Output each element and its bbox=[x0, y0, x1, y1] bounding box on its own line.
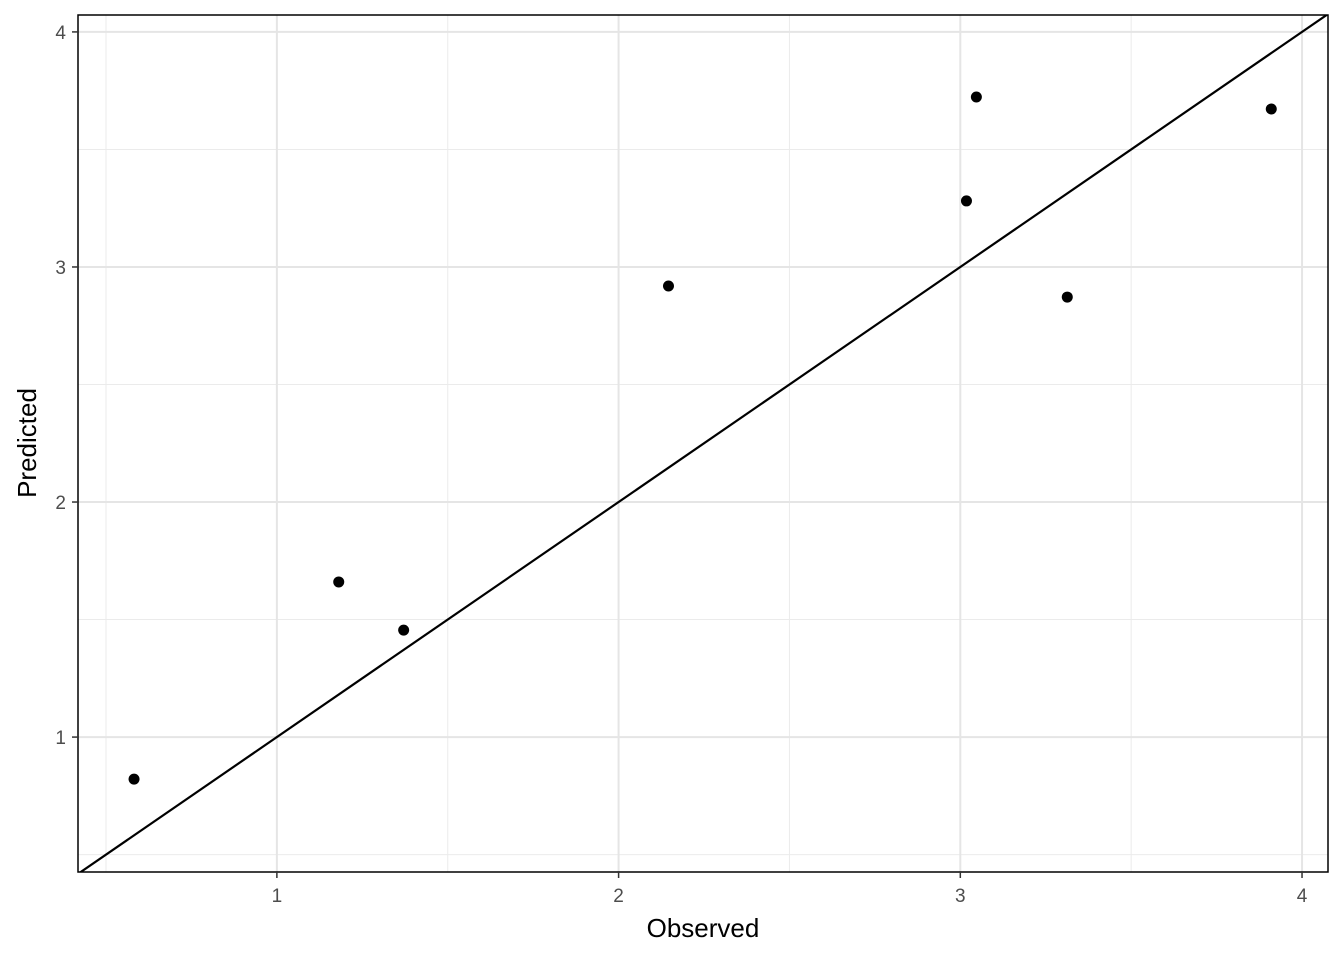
y-tick-label: 4 bbox=[55, 23, 66, 44]
plot-area bbox=[78, 15, 1328, 872]
x-tick-label: 1 bbox=[272, 886, 283, 907]
reference-line bbox=[78, 15, 1328, 872]
y-tick-label: 1 bbox=[55, 728, 66, 749]
x-tick-label: 3 bbox=[955, 886, 966, 907]
point bbox=[398, 624, 410, 636]
y-tick-label: 3 bbox=[55, 258, 66, 279]
point bbox=[1061, 291, 1073, 303]
x-axis-title: Observed bbox=[647, 913, 760, 943]
x-tick-label: 2 bbox=[613, 886, 624, 907]
x-tick-label: 4 bbox=[1297, 886, 1308, 907]
panel-border bbox=[77, 14, 1329, 873]
y-tick-label: 2 bbox=[55, 493, 66, 514]
point bbox=[970, 91, 982, 103]
point bbox=[333, 576, 345, 588]
grid bbox=[78, 15, 1328, 872]
y-axis-title: Predicted bbox=[12, 388, 42, 498]
point bbox=[128, 773, 140, 785]
point bbox=[1265, 103, 1277, 115]
point bbox=[960, 195, 972, 207]
point bbox=[662, 280, 674, 292]
